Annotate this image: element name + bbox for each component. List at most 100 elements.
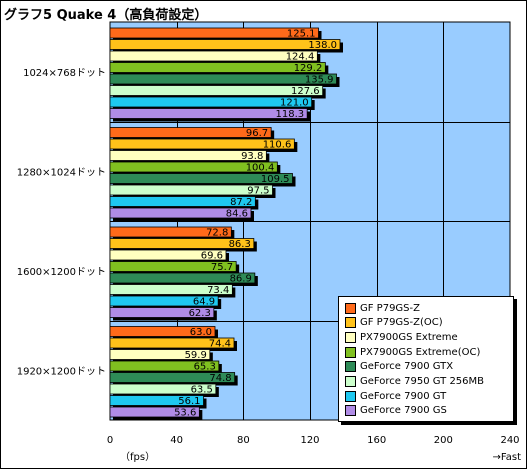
bar <box>109 249 227 261</box>
legend-swatch <box>345 405 356 417</box>
bar <box>109 383 217 395</box>
bar <box>109 207 252 219</box>
legend-item: GeForce 7900 GT <box>345 389 446 403</box>
x-tick-label: 160 <box>367 435 386 446</box>
direction-label: →Fast <box>493 452 522 463</box>
x-axis-unit-label: （fps） <box>120 451 155 463</box>
legend: GF P79GS-Z GF P79GS-Z(OC) PX7900GS Extreme… <box>338 296 514 422</box>
bar-value-label: 87.2 <box>230 197 252 208</box>
x-tick-label: 240 <box>500 435 519 446</box>
bar-value-label: 125.1 <box>287 29 316 40</box>
legend-item: GF P79GS-Z(OC) <box>345 316 443 330</box>
bar <box>109 238 255 249</box>
bar <box>109 307 215 318</box>
bar <box>109 62 326 73</box>
bar <box>109 138 295 150</box>
bar-value-label: 127.6 <box>291 86 320 97</box>
legend-label: GF P79GS-Z(OC) <box>360 317 443 329</box>
legend-swatch <box>345 317 356 329</box>
bar <box>109 326 216 337</box>
bar <box>109 360 220 372</box>
legend-swatch <box>345 302 356 314</box>
legend-label: PX7900GS Extreme <box>360 331 458 343</box>
x-tick-label: 40 <box>170 435 183 446</box>
category-label: 1600×1200ドット <box>17 267 106 278</box>
bar <box>109 96 313 108</box>
bar-value-label: 73.4 <box>207 285 229 296</box>
bar-value-label: 72.8 <box>206 228 228 239</box>
bar <box>109 261 237 272</box>
legend-item: GF P79GS-Z <box>345 301 420 315</box>
bar <box>109 173 293 184</box>
legend-label: GeForce 7900 GS <box>360 405 447 417</box>
legend-swatch <box>345 331 356 343</box>
bar <box>109 395 204 406</box>
bar-value-label: 63.5 <box>191 385 213 396</box>
bar <box>109 272 256 284</box>
legend-item: GeForce 7900 GTX <box>345 360 453 374</box>
bar-value-label: 124.4 <box>286 52 315 63</box>
bar <box>109 184 273 196</box>
bar <box>109 73 337 85</box>
legend-item: PX7900GS Extreme <box>345 330 458 344</box>
bar-value-label: 97.5 <box>247 186 269 197</box>
x-tick-label: 200 <box>434 435 453 446</box>
bar <box>109 295 219 307</box>
bar-value-label: 74.8 <box>209 373 231 384</box>
bar <box>109 284 233 295</box>
bar-value-label: 53.6 <box>174 408 196 419</box>
legend-swatch <box>345 390 356 402</box>
bar <box>109 161 278 173</box>
bar-value-label: 109.5 <box>261 174 290 185</box>
bar-value-label: 65.3 <box>194 362 216 373</box>
bar-value-label: 74.4 <box>209 339 231 350</box>
bar <box>109 39 341 50</box>
bar-value-label: 121.0 <box>280 98 309 109</box>
bar-value-label: 100.4 <box>246 163 275 174</box>
x-tick-label: 0 <box>107 435 113 446</box>
category-label: 1920×1200ドット <box>17 366 106 377</box>
legend-swatch <box>345 376 356 387</box>
bar <box>109 50 318 62</box>
category-label: 1024×768ドット <box>23 68 106 79</box>
bar-value-label: 135.9 <box>305 75 334 86</box>
legend-label: GeForce 7950 GT 256MB <box>360 376 485 387</box>
bar-value-label: 96.7 <box>246 128 268 139</box>
bar-value-label: 59.9 <box>185 350 207 361</box>
bar-value-label: 110.6 <box>263 140 292 151</box>
bar <box>109 196 256 207</box>
legend-item: PX7900GS Extreme(OC) <box>345 345 480 359</box>
bar-value-label: 69.6 <box>201 251 223 262</box>
legend-label: GF P79GS-Z <box>360 302 420 314</box>
legend-item: GeForce 7900 GS <box>345 404 447 418</box>
legend-item: GeForce 7950 GT 256MB <box>345 375 484 389</box>
bar-value-label: 56.1 <box>178 396 200 407</box>
bar <box>109 406 200 418</box>
bar <box>109 27 319 39</box>
legend-swatch <box>345 346 356 358</box>
bar-value-label: 86.3 <box>229 239 251 250</box>
bar-value-label: 93.8 <box>241 151 263 162</box>
category-label: 1280×1024ドット <box>17 167 106 178</box>
bar-value-label: 75.7 <box>211 262 233 273</box>
bar-value-label: 129.2 <box>294 63 323 74</box>
x-tick-label: 120 <box>300 435 319 446</box>
chart-title: グラフ5 Quake 4（高負荷設定） <box>4 8 208 23</box>
legend-label: GeForce 7900 GT <box>360 390 447 402</box>
bar <box>109 337 235 349</box>
bar-value-label: 63.0 <box>190 327 212 338</box>
bar <box>109 226 232 238</box>
bar <box>109 127 272 138</box>
bar-value-label: 62.3 <box>189 308 211 319</box>
bar <box>109 349 211 360</box>
x-tick-label: 80 <box>237 435 250 446</box>
bar <box>109 150 267 161</box>
bar-value-label: 84.6 <box>226 209 248 220</box>
bar <box>109 108 308 119</box>
legend-label: PX7900GS Extreme(OC) <box>360 346 481 358</box>
bar <box>109 85 324 96</box>
bar-value-label: 64.9 <box>193 297 215 308</box>
bar-value-label: 86.9 <box>230 274 252 285</box>
legend-swatch <box>345 361 356 373</box>
bar-value-label: 118.3 <box>276 109 305 120</box>
